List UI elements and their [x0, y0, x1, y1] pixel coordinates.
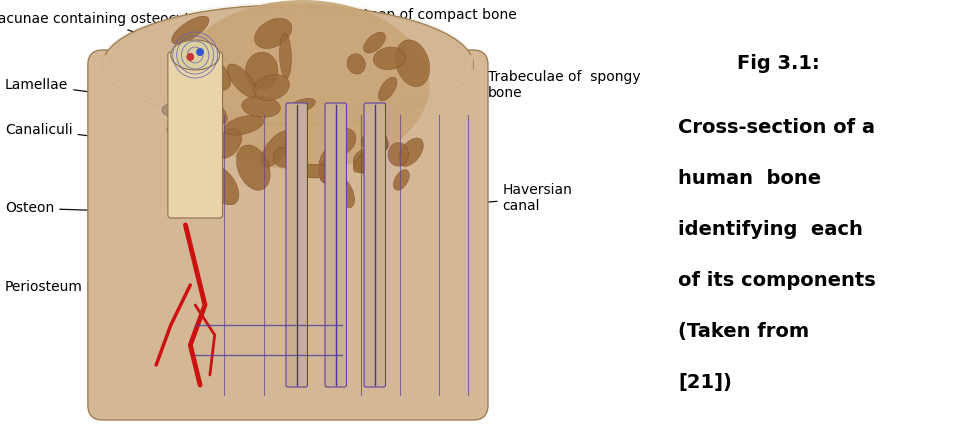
Ellipse shape	[353, 148, 386, 174]
Text: human  bone: human bone	[678, 169, 822, 188]
Ellipse shape	[374, 130, 387, 151]
Text: Lacunae containing osteocytes: Lacunae containing osteocytes	[0, 12, 206, 59]
Ellipse shape	[102, 5, 473, 125]
Circle shape	[196, 48, 204, 56]
Circle shape	[186, 53, 194, 61]
Ellipse shape	[167, 124, 184, 136]
Text: Volkmann's canal: Volkmann's canal	[327, 336, 448, 387]
Text: of its components: of its components	[678, 271, 876, 290]
Ellipse shape	[236, 145, 270, 190]
Ellipse shape	[292, 164, 334, 178]
Text: (Taken from: (Taken from	[678, 322, 809, 341]
Ellipse shape	[201, 98, 227, 124]
FancyBboxPatch shape	[364, 103, 386, 387]
Ellipse shape	[261, 130, 292, 167]
Ellipse shape	[361, 133, 388, 153]
Ellipse shape	[334, 177, 354, 208]
Ellipse shape	[287, 98, 315, 114]
Ellipse shape	[205, 165, 239, 205]
Text: Lamellae: Lamellae	[5, 78, 147, 102]
Text: Cross-section of a: Cross-section of a	[678, 118, 875, 137]
Ellipse shape	[318, 159, 339, 184]
FancyBboxPatch shape	[325, 103, 346, 387]
Ellipse shape	[364, 32, 386, 53]
Ellipse shape	[224, 115, 264, 135]
Ellipse shape	[279, 33, 292, 79]
Text: Osteon: Osteon	[5, 201, 157, 215]
Ellipse shape	[254, 74, 290, 101]
Ellipse shape	[227, 64, 257, 98]
FancyBboxPatch shape	[286, 103, 307, 387]
Text: Fig 3.1:: Fig 3.1:	[737, 54, 820, 73]
FancyBboxPatch shape	[88, 50, 488, 420]
Ellipse shape	[395, 40, 429, 87]
Ellipse shape	[347, 54, 365, 74]
Ellipse shape	[273, 147, 293, 167]
Ellipse shape	[180, 75, 206, 99]
Text: [21]): [21])	[678, 373, 732, 392]
Ellipse shape	[393, 170, 409, 190]
Text: Haversian
canal: Haversian canal	[448, 182, 573, 213]
Ellipse shape	[353, 150, 380, 173]
Ellipse shape	[162, 104, 180, 116]
Ellipse shape	[242, 96, 280, 117]
Ellipse shape	[398, 138, 424, 166]
Text: identifying  each: identifying each	[678, 220, 863, 239]
Ellipse shape	[325, 128, 356, 156]
Ellipse shape	[245, 52, 278, 90]
Ellipse shape	[177, 89, 194, 101]
Ellipse shape	[183, 78, 206, 105]
Ellipse shape	[215, 128, 242, 159]
Ellipse shape	[388, 142, 408, 166]
Text: Trabeculae of  spongy
bone: Trabeculae of spongy bone	[409, 70, 640, 116]
Text: Osteon of compact bone: Osteon of compact bone	[306, 8, 517, 43]
Ellipse shape	[196, 57, 231, 91]
Ellipse shape	[379, 77, 397, 101]
FancyBboxPatch shape	[102, 55, 473, 115]
Ellipse shape	[176, 0, 429, 170]
Ellipse shape	[255, 18, 292, 48]
FancyBboxPatch shape	[168, 52, 223, 218]
Ellipse shape	[319, 149, 337, 183]
Text: Periosteum: Periosteum	[5, 276, 138, 294]
Ellipse shape	[171, 40, 220, 70]
Ellipse shape	[374, 47, 406, 70]
Ellipse shape	[172, 16, 209, 44]
Text: Canaliculi: Canaliculi	[5, 123, 138, 144]
